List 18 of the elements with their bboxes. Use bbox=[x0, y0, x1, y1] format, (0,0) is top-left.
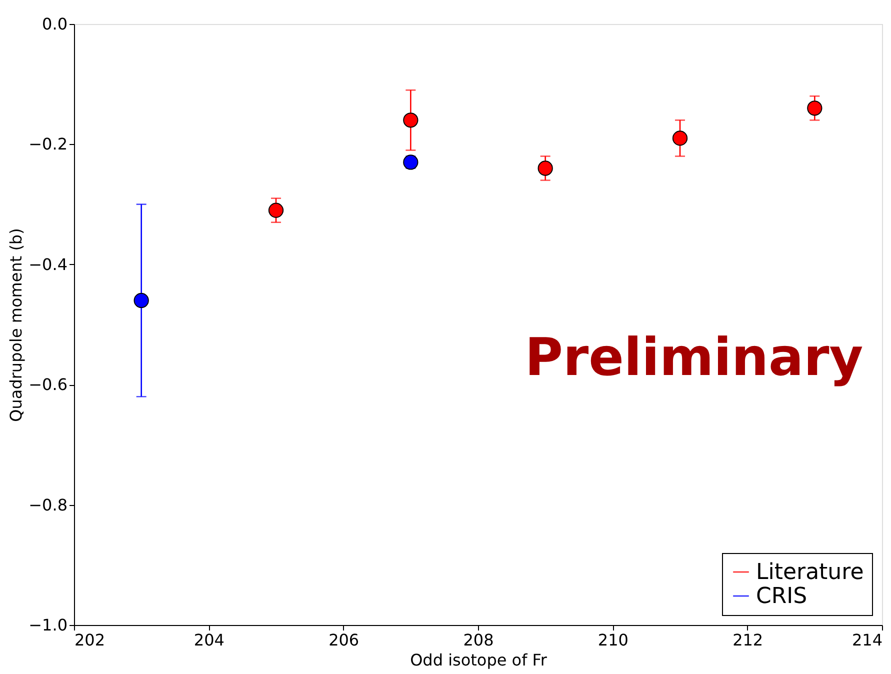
y-tick-label: 0.0 bbox=[42, 14, 68, 34]
x-tick-label: 204 bbox=[194, 630, 224, 650]
x-tick-label: 208 bbox=[463, 630, 494, 650]
y-tick-label: −0.4 bbox=[28, 254, 68, 274]
x-tick-label: 214 bbox=[852, 630, 882, 650]
x-axis-title: Odd isotope of Fr bbox=[410, 650, 548, 670]
x-tick-label: 206 bbox=[328, 630, 360, 650]
y-tick-label: −0.6 bbox=[28, 375, 68, 394]
y-tick-label: −0.2 bbox=[28, 134, 68, 154]
x-tick-label: 210 bbox=[598, 630, 628, 650]
legend-label: CRIS bbox=[756, 584, 808, 609]
annotation: Preliminary bbox=[524, 328, 864, 388]
y-tick-label: −0.8 bbox=[28, 495, 68, 514]
x-tick-label: 202 bbox=[74, 630, 106, 650]
legend-label: Literature bbox=[756, 560, 864, 585]
y-axis-title: Quadrupole moment (b) bbox=[6, 228, 26, 422]
y-tick-label: −1.0 bbox=[28, 616, 68, 634]
x-tick-label: 212 bbox=[732, 630, 764, 650]
